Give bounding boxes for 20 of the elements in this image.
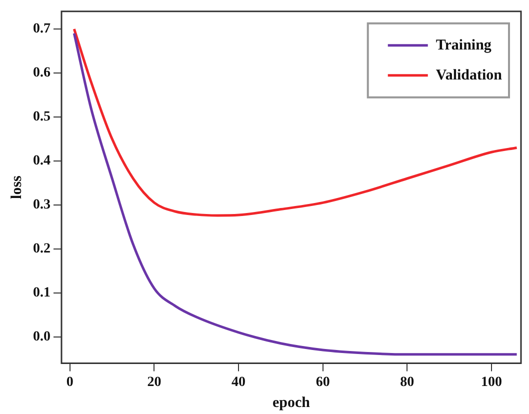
y-tick-label: 0.7 <box>33 22 50 37</box>
x-tick-label: 20 <box>147 375 162 390</box>
legend-label: Validation <box>436 67 503 84</box>
y-tick-label: 0.2 <box>33 241 50 256</box>
y-axis-title: loss <box>8 175 25 199</box>
legend-label: Training <box>436 37 492 54</box>
line-series <box>72 32 518 356</box>
x-tick-label: 0 <box>66 375 74 390</box>
y-tick-label: 0.5 <box>33 110 50 125</box>
y-tick-label: 0.0 <box>33 329 50 344</box>
y-tick-label: 0.3 <box>33 198 50 212</box>
y-tick-label: 0.1 <box>33 285 50 300</box>
x-axis-title: epoch <box>272 394 311 411</box>
x-tick-label: 100 <box>480 375 502 390</box>
x-tick-label: 60 <box>316 375 330 390</box>
y-tick-label: 0.4 <box>33 154 50 169</box>
x-tick-label: 40 <box>232 375 246 390</box>
line-series <box>72 28 518 217</box>
y-tick-label: 0.6 <box>33 66 50 81</box>
x-tick-label: 80 <box>400 375 414 390</box>
